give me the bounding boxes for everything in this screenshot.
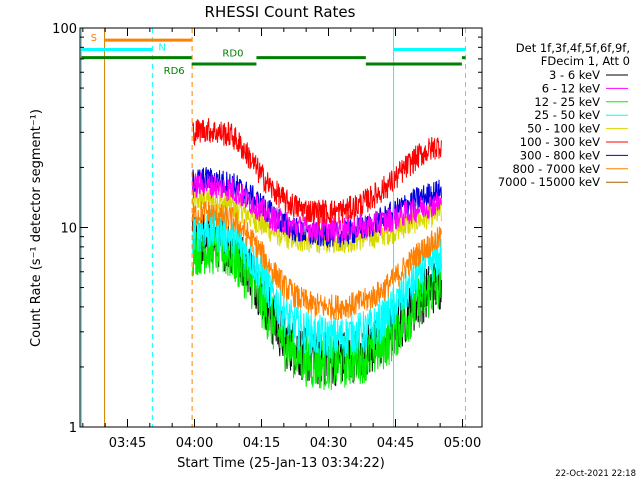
flag-bars: S N RD0 RD6 xyxy=(81,33,466,77)
legend-label-0: 3 - 6 keV xyxy=(549,68,600,82)
series-line-1 xyxy=(192,172,442,242)
x-tick-label-3: 04:30 xyxy=(310,436,347,451)
series-line-3 xyxy=(192,209,442,360)
legend-label-1: 6 - 12 keV xyxy=(542,81,600,95)
series-layer xyxy=(192,118,442,391)
y-tick-label-2: 100 xyxy=(52,22,77,37)
series-line-7 xyxy=(192,201,442,320)
legend-label-7: 800 - 7000 keV xyxy=(512,162,600,176)
flag-label-rd0: RD0 xyxy=(222,49,243,60)
legend-label-5: 100 - 300 keV xyxy=(520,135,600,149)
x-tick-label-0: 03:45 xyxy=(109,436,146,451)
legend-label-2: 12 - 25 keV xyxy=(534,95,600,109)
legend-header-line-1: Det 1f,3f,4f,5f,6f,9f, xyxy=(516,41,630,55)
flag-label-rd6: RD6 xyxy=(164,66,185,77)
legend-label-6: 300 - 800 keV xyxy=(520,148,600,162)
legend-label-8: 7000 - 15000 keV xyxy=(498,175,600,189)
x-tick-label-2: 04:15 xyxy=(243,436,280,451)
footer-timestamp: 22-Oct-2021 22:18 xyxy=(555,469,636,479)
flag-label-n: N xyxy=(158,43,165,54)
x-tick-label-4: 04:45 xyxy=(377,436,414,451)
chart-title: RHESSI Count Rates xyxy=(205,3,356,21)
legend-header-line-2: FDecim 1, Att 0 xyxy=(541,54,630,68)
x-axis-label: Start Time (25-Jan-13 03:34:22) xyxy=(177,456,385,471)
y-tick-label-1: 10 xyxy=(60,222,77,237)
legend: Det 1f,3f,4f,5f,6f,9f, FDecim 1, Att 0 3… xyxy=(498,41,630,189)
flag-label-s: S xyxy=(91,33,97,44)
series-line-5 xyxy=(192,118,442,226)
legend-label-4: 50 - 100 keV xyxy=(527,122,600,136)
x-tick-label-5: 05:00 xyxy=(444,436,481,451)
legend-label-3: 25 - 50 keV xyxy=(534,108,600,122)
y-tick-label-0: 1 xyxy=(69,421,77,436)
series-line-2 xyxy=(192,220,442,391)
y-axis-label: Count Rate (s⁻¹ detector segment⁻¹) xyxy=(29,109,44,347)
axes: 1 10 100 03:45 04:00 04:15 04:30 04:45 05:00 xyxy=(52,22,482,451)
x-tick-label-1: 04:00 xyxy=(176,436,213,451)
